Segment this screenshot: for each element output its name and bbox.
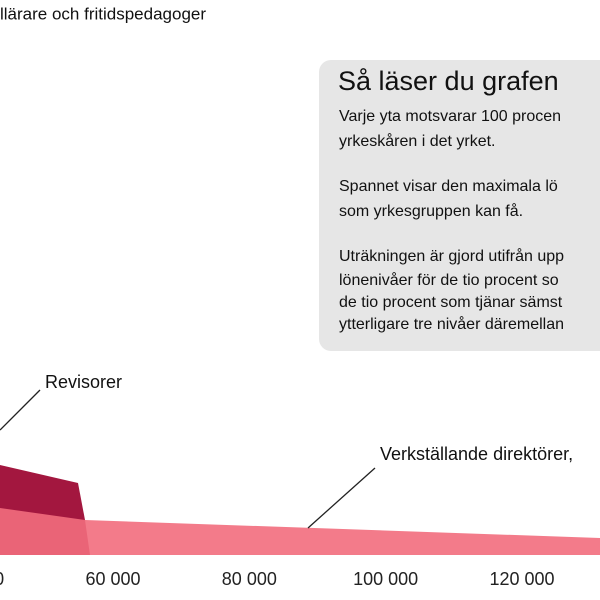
info-box-line: Uträkningen är gjord utifrån upp bbox=[339, 247, 564, 265]
info-box-title: Så läser du grafen bbox=[338, 66, 559, 96]
info-box-line: Spannet visar den maximala lö bbox=[339, 178, 558, 195]
info-box-line: de tio procent som tjänar sämst bbox=[339, 294, 563, 311]
info-box bbox=[319, 60, 600, 351]
info-box-line: lönenivåer för de tio procent so bbox=[339, 271, 559, 289]
info-box-line: som yrkesgruppen kan få. bbox=[339, 202, 523, 220]
annotation: Revisorer bbox=[45, 372, 122, 392]
x-tick-label: 60 000 bbox=[85, 569, 140, 589]
x-tick-label: 40 000 bbox=[0, 569, 4, 589]
leader-line bbox=[307, 467, 376, 529]
x-tick-label: 100 000 bbox=[353, 569, 418, 589]
annotation: Verkställande direktörer, bbox=[380, 444, 573, 464]
x-tick-label: 120 000 bbox=[489, 569, 554, 589]
info-box-line: Varje yta motsvarar 100 procen bbox=[339, 108, 561, 125]
info-box-line: ytterligare tre nivåer däremellan bbox=[339, 315, 564, 333]
info-box-line: yrkeskåren i det yrket. bbox=[339, 132, 496, 150]
vd-area bbox=[0, 508, 600, 555]
x-tick-label: 80 000 bbox=[222, 569, 277, 589]
leader-line bbox=[0, 389, 41, 431]
chart-title: llärare och fritidspedagoger bbox=[0, 4, 206, 23]
